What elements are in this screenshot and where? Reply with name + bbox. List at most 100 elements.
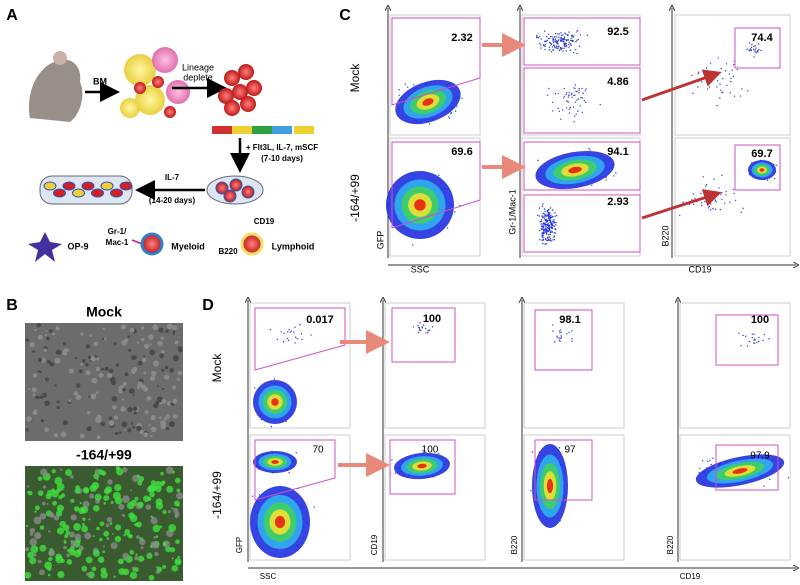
event-dot (565, 42, 567, 45)
gfp-cell (175, 539, 180, 545)
event-dot (294, 326, 296, 328)
gfp-cell (56, 504, 65, 512)
event-dot (546, 231, 548, 233)
event-dot (544, 214, 546, 216)
cell-texture (172, 355, 179, 362)
event-dot (565, 92, 568, 94)
cell-texture (102, 337, 105, 341)
cell-texture (120, 324, 127, 330)
event-dot (560, 336, 563, 339)
event-dot (769, 478, 771, 481)
event-dot (549, 217, 551, 220)
gfp-cell (162, 509, 167, 515)
cell-texture (85, 362, 89, 367)
gfp-cell (171, 507, 174, 510)
gfp-cell (52, 500, 57, 506)
cell-texture (113, 415, 119, 420)
event-dot (540, 228, 543, 230)
cell-texture (32, 373, 38, 378)
event-dot (581, 87, 583, 90)
gfp-cell (106, 537, 110, 540)
event-dot (732, 75, 735, 77)
cell-texture (142, 386, 149, 392)
cell-texture (161, 350, 165, 354)
event-dot (582, 92, 584, 94)
gfp-cell (105, 486, 112, 493)
event-dot (549, 207, 552, 209)
event-dot (282, 341, 285, 343)
cell-texture (144, 410, 149, 414)
event-dot (556, 36, 558, 38)
event-dot (310, 334, 312, 336)
event-dot (734, 199, 737, 202)
event-dot (554, 215, 556, 217)
event-dot (710, 463, 712, 466)
event-dot (560, 32, 562, 34)
event-dot (545, 243, 548, 245)
event-dot (537, 159, 539, 162)
event-dot (546, 228, 548, 230)
event-dot (543, 223, 546, 225)
event-dot (550, 222, 553, 225)
gfp-cell (55, 510, 63, 517)
event-dot (295, 452, 297, 454)
event-dot (750, 49, 752, 51)
micrograph (25, 323, 183, 441)
gfp-cell (33, 553, 37, 557)
event-dot (541, 225, 544, 227)
event-dot (554, 221, 556, 224)
event-dot (574, 101, 576, 103)
event-dot (556, 41, 559, 43)
cell-texture (82, 359, 86, 363)
event-dot (421, 326, 423, 328)
cell-texture (121, 421, 128, 428)
gate-value: 92.5 (607, 26, 628, 38)
cell-texture (165, 426, 170, 431)
event-dot (570, 37, 572, 39)
event-dot (580, 96, 582, 99)
event-dot (546, 209, 549, 212)
event-dot (290, 330, 293, 332)
event-dot (548, 217, 550, 219)
cell-texture (75, 383, 81, 388)
label: BM (93, 76, 107, 86)
label: B220 (660, 225, 670, 246)
gfp-cell (59, 468, 63, 471)
gfp-cell (75, 485, 81, 491)
cell-texture (160, 420, 166, 427)
gfp-cell (93, 504, 100, 512)
event-dot (553, 238, 556, 241)
event-dot (280, 331, 283, 333)
event-dot (544, 237, 547, 240)
cell-texture (133, 411, 137, 415)
cell-texture (51, 332, 55, 336)
gfp-cell (152, 541, 160, 549)
cell-texture (127, 406, 133, 413)
cell-texture (158, 327, 164, 333)
cell-texture (177, 370, 183, 376)
event-dot (753, 342, 756, 344)
event-dot (545, 232, 548, 235)
gfp-cell (137, 555, 145, 562)
gfp-cell (148, 552, 151, 555)
event-dot (581, 97, 584, 99)
gfp-cell (51, 469, 56, 474)
cell-texture (163, 417, 168, 421)
gfp-cell (153, 536, 156, 539)
event-dot (546, 229, 548, 232)
cell-texture (80, 362, 83, 366)
event-dot (564, 32, 566, 34)
cell-texture (118, 388, 124, 394)
gfp-cell (142, 557, 145, 561)
event-dot (714, 208, 717, 211)
event-dot (713, 197, 716, 199)
event-dot (545, 226, 547, 228)
event-dot (547, 37, 549, 40)
cell-texture (143, 355, 146, 358)
gfp-cell (73, 506, 80, 512)
event-dot (549, 226, 551, 229)
event-dot (707, 191, 709, 194)
cell-texture (132, 393, 135, 396)
event-dot (545, 238, 547, 241)
event-dot (758, 340, 760, 343)
